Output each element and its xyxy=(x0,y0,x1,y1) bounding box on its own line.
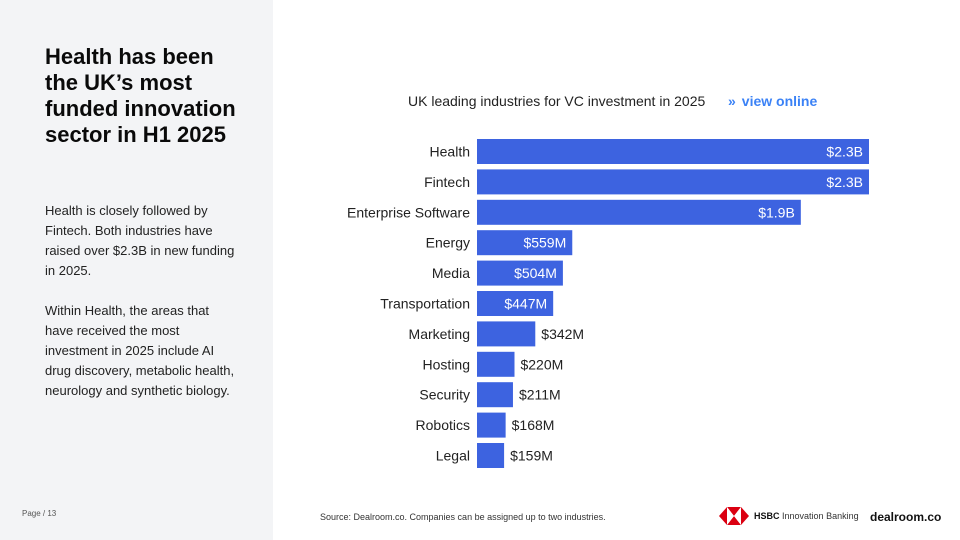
bar-fintech xyxy=(477,169,869,195)
bar-energy xyxy=(477,230,573,256)
value-label: $447M xyxy=(504,296,547,312)
left-panel: Health has been the UK’s most funded inn… xyxy=(0,0,273,540)
double-chevron-icon: » xyxy=(728,93,736,109)
page-headline: Health has been the UK’s most funded inn… xyxy=(45,44,236,147)
bar-robotics xyxy=(477,412,506,438)
bar-enterprise-software xyxy=(477,199,801,225)
bar-legal xyxy=(477,443,505,468)
value-label: $220M xyxy=(520,356,563,372)
value-label: $342M xyxy=(541,326,584,342)
value-label: $2.3B xyxy=(826,144,863,160)
value-label: $159M xyxy=(510,448,553,464)
bar-marketing xyxy=(477,321,536,347)
summary-paragraph-1: Health is closely followed by Fintech. B… xyxy=(45,203,235,278)
category-label: Legal xyxy=(436,448,470,464)
category-label: Enterprise Software xyxy=(347,204,470,220)
view-online-link[interactable]: » view online xyxy=(728,93,817,109)
category-label: Marketing xyxy=(409,326,470,342)
value-label: $559M xyxy=(523,235,566,251)
bar-transportation xyxy=(477,291,554,316)
value-label: $211M xyxy=(519,387,561,403)
source-note: Source: Dealroom.co. Companies can be as… xyxy=(320,512,606,522)
category-label: Fintech xyxy=(424,174,470,190)
bar-media xyxy=(477,260,563,286)
hsbc-innovation-banking-logo: HSBC Innovation Banking xyxy=(754,511,859,521)
category-label: Transportation xyxy=(380,296,470,312)
value-label: $1.9B xyxy=(758,204,795,220)
category-label: Robotics xyxy=(416,417,470,433)
value-label: $168M xyxy=(512,417,555,433)
dealroom-logo: dealroom.co xyxy=(870,510,942,524)
value-label: $2.3B xyxy=(826,174,863,190)
bar-security xyxy=(477,382,513,408)
category-label: Hosting xyxy=(423,356,470,372)
hsbc-hexagon-logo-icon xyxy=(719,507,749,525)
category-label: Health xyxy=(430,144,470,160)
category-label: Security xyxy=(419,387,470,403)
category-label: Media xyxy=(432,265,470,281)
page-number: Page / 13 xyxy=(22,509,57,518)
chart-title: UK leading industries for VC investment … xyxy=(408,93,706,109)
category-label: Energy xyxy=(426,235,470,251)
view-online-label: view online xyxy=(741,93,818,109)
summary-paragraph-2: Within Health, the areas that have recei… xyxy=(45,303,235,398)
value-label: $504M xyxy=(514,265,557,281)
bar-hosting xyxy=(477,351,515,377)
bar-health xyxy=(477,139,869,164)
